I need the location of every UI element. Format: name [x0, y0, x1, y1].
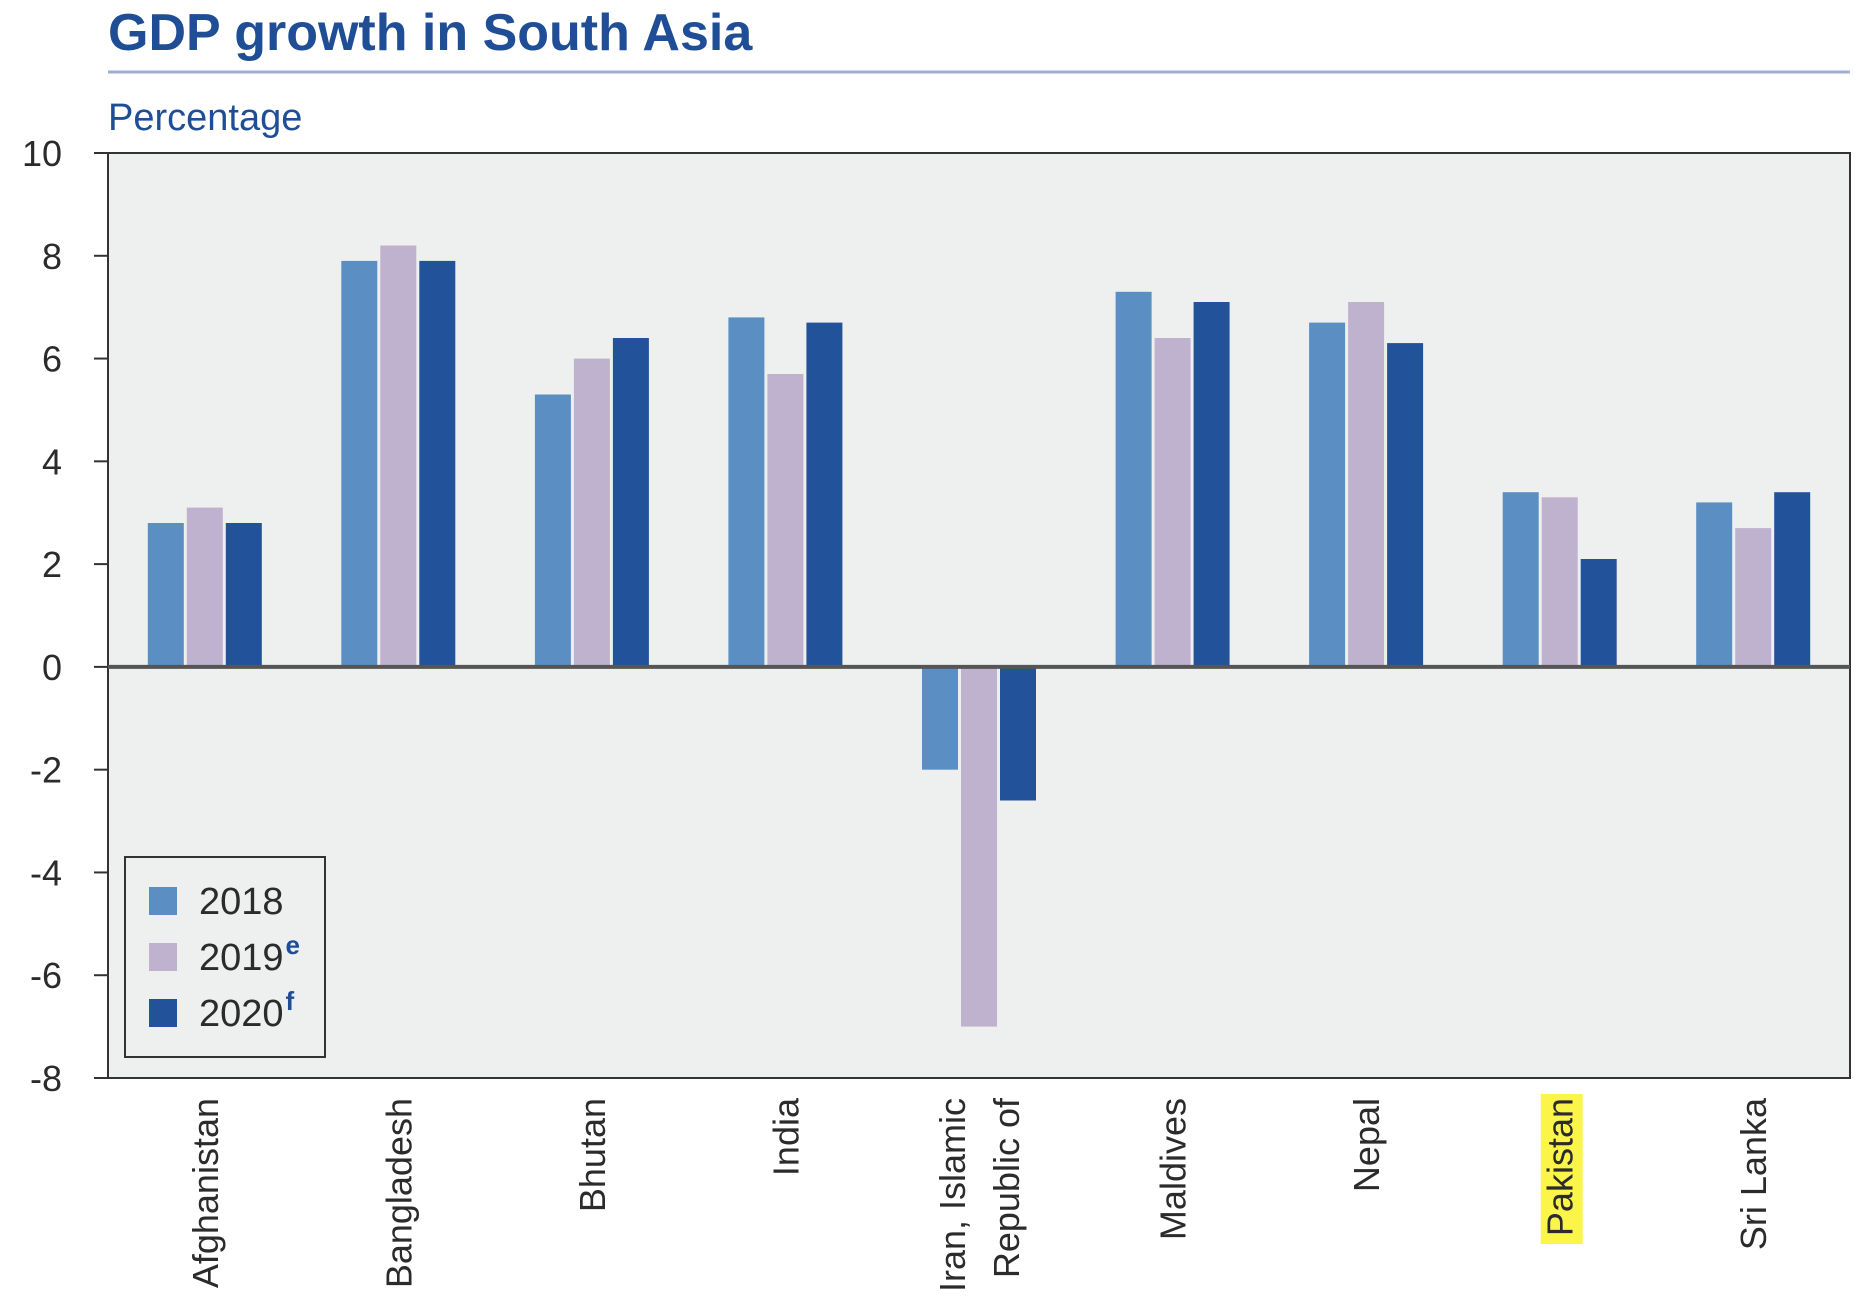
- y-tick-label: 10: [22, 133, 62, 174]
- bar-bhutan-2020: [612, 338, 649, 667]
- category-label-iran-islamic-republic-of: Republic of: [986, 1097, 1027, 1278]
- bar-afghanistan-2020: [225, 523, 262, 667]
- bar-india-2020: [806, 322, 843, 667]
- category-label-group: Sri Lanka: [1733, 1097, 1774, 1250]
- category-label-india: India: [765, 1097, 806, 1176]
- bar-maldives-2019: [1154, 338, 1191, 667]
- legend-label-2019: 2019e: [199, 930, 300, 979]
- legend-label-2020: 2020f: [199, 986, 295, 1035]
- y-tick-label: 0: [42, 647, 62, 688]
- bar-nepal-2018: [1309, 322, 1346, 667]
- category-label-maldives: Maldives: [1153, 1098, 1194, 1240]
- category-label-group: Iran, Islamic: [932, 1098, 973, 1292]
- bar-bangladesh-2018: [341, 260, 378, 667]
- highlight-marker: [1540, 1094, 1583, 1244]
- y-tick-label: -6: [30, 955, 62, 996]
- legend-swatch-2019: [149, 943, 177, 971]
- y-axis-unit-label: Percentage: [108, 97, 302, 139]
- bar-pakistan-2018: [1502, 492, 1539, 667]
- y-tick-label: -2: [30, 750, 62, 791]
- bar-india-2018: [728, 317, 765, 667]
- bar-nepal-2019: [1348, 302, 1385, 667]
- category-label-group: Republic of: [986, 1097, 1027, 1278]
- bar-afghanistan-2018: [147, 523, 184, 667]
- bar-maldives-2018: [1115, 291, 1152, 667]
- y-tick-label: 8: [42, 236, 62, 277]
- bar-bangladesh-2020: [419, 260, 456, 667]
- category-label-bhutan: Bhutan: [572, 1098, 613, 1212]
- category-label-group: India: [765, 1097, 806, 1176]
- category-labels: Afghanistan Bangladesh Bhutan India Iran, Is…: [185, 1094, 1774, 1292]
- category-label-afghanistan: Afghanistan: [185, 1098, 226, 1288]
- axis-layer: [94, 152, 1850, 1079]
- chart-title: GDP growth in South Asia: [108, 4, 753, 62]
- bar-india-2019: [767, 374, 804, 667]
- category-label-group: Nepal: [1346, 1098, 1387, 1192]
- bar-maldives-2020: [1193, 302, 1230, 667]
- bar-iran-islamic-republic-of-2020: [1000, 666, 1036, 801]
- bar-sri-lanka-2018: [1696, 502, 1733, 667]
- category-label-sri-lanka: Sri Lanka: [1733, 1097, 1774, 1250]
- bar-bhutan-2019: [573, 358, 610, 667]
- legend-swatch-2020: [149, 999, 177, 1027]
- bars-layer: [147, 245, 1811, 1027]
- y-tick-label: 6: [42, 339, 62, 380]
- category-label-group: Maldives: [1153, 1098, 1194, 1240]
- bar-bhutan-2018: [534, 394, 571, 667]
- y-tick-label: -8: [30, 1058, 62, 1099]
- bar-pakistan-2019: [1541, 497, 1578, 667]
- bar-sri-lanka-2020: [1774, 492, 1811, 667]
- legend-swatch-2018: [149, 887, 177, 915]
- category-label-pakistan: Pakistan: [1540, 1098, 1581, 1236]
- bar-bangladesh-2019: [380, 245, 417, 667]
- legend-label-2018: 2018: [199, 881, 284, 923]
- y-tick-label: 4: [42, 441, 62, 482]
- bar-iran-islamic-republic-of-2018: [922, 666, 958, 770]
- category-label-iran-islamic-republic-of: Iran, Islamic: [932, 1098, 973, 1292]
- legend: 2018 2019e 2020f: [124, 856, 326, 1058]
- category-label-nepal: Nepal: [1346, 1098, 1387, 1192]
- bar-sri-lanka-2019: [1735, 528, 1772, 667]
- category-label-group: Pakistan: [1540, 1094, 1583, 1244]
- bar-nepal-2020: [1387, 343, 1424, 667]
- y-tick-labels: 10 8 6 4 2 0 -2 -4 -6 -8: [22, 133, 62, 1099]
- category-label-group: Afghanistan: [185, 1098, 226, 1288]
- y-tick-label: 2: [42, 544, 62, 585]
- bar-afghanistan-2019: [186, 507, 223, 667]
- y-tick-label: -4: [30, 852, 62, 893]
- category-label-group: Bangladesh: [378, 1098, 419, 1288]
- category-label-bangladesh: Bangladesh: [378, 1098, 419, 1288]
- bar-iran-islamic-republic-of-2019: [961, 666, 997, 1027]
- category-label-group: Bhutan: [572, 1098, 613, 1212]
- bar-pakistan-2020: [1580, 559, 1617, 667]
